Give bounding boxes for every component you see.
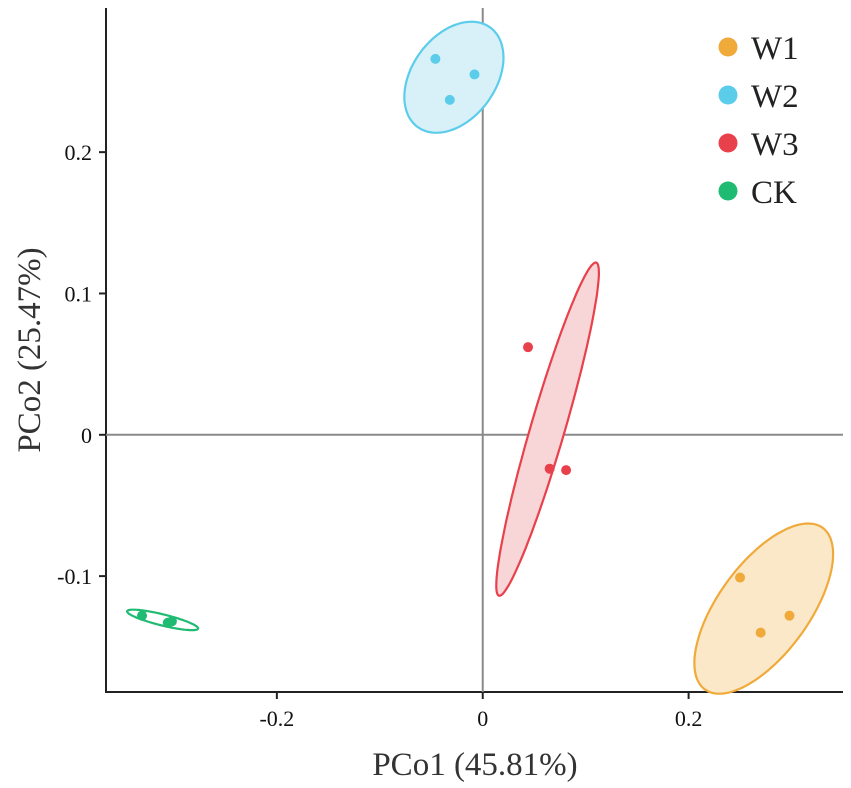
x-tick-label: 0.2 bbox=[675, 706, 703, 731]
legend-label-w1: W1 bbox=[751, 31, 799, 67]
legend-label-ck: CK bbox=[751, 175, 797, 211]
x-axis-title: PCo1 (45.81%) bbox=[372, 747, 577, 783]
legend-marker-ck bbox=[718, 181, 738, 201]
legend-label-w2: W2 bbox=[751, 79, 799, 115]
legend-marker-w1 bbox=[718, 37, 738, 57]
ellipse-w2 bbox=[403, 20, 505, 134]
point-ck bbox=[166, 616, 177, 627]
point-w1 bbox=[735, 572, 746, 583]
point-w3 bbox=[523, 342, 534, 353]
x-tick-label: -0.2 bbox=[259, 706, 294, 731]
y-tick-label: 0.2 bbox=[65, 140, 93, 165]
point-w3 bbox=[561, 465, 572, 476]
ellipse-w1 bbox=[693, 522, 835, 695]
point-w2 bbox=[469, 69, 480, 80]
legend-marker-w3 bbox=[718, 133, 738, 153]
point-ck bbox=[137, 610, 148, 621]
legend-marker-w2 bbox=[718, 85, 738, 105]
x-tick-label: 0 bbox=[477, 706, 488, 731]
points bbox=[137, 53, 795, 638]
point-w2 bbox=[444, 94, 455, 105]
point-w2 bbox=[430, 53, 441, 64]
point-w1 bbox=[784, 610, 795, 621]
ellipse-ck bbox=[125, 608, 200, 632]
ellipses bbox=[125, 20, 835, 695]
point-w1 bbox=[755, 627, 766, 638]
legend-label-w3: W3 bbox=[751, 127, 799, 163]
ellipse-w3 bbox=[495, 261, 601, 597]
x-ticks: -0.2 0 0.2 bbox=[259, 692, 702, 731]
y-tick-label: 0.1 bbox=[65, 281, 93, 306]
y-tick-label: 0 bbox=[81, 423, 92, 448]
y-ticks: -0.1 0 0.1 0.2 bbox=[57, 140, 106, 589]
legend: W1 W2 W3 CK bbox=[718, 31, 799, 211]
y-tick-label: -0.1 bbox=[57, 564, 92, 589]
point-w3 bbox=[544, 463, 555, 474]
y-axis-title: PCo2 (25.47%) bbox=[12, 247, 48, 452]
